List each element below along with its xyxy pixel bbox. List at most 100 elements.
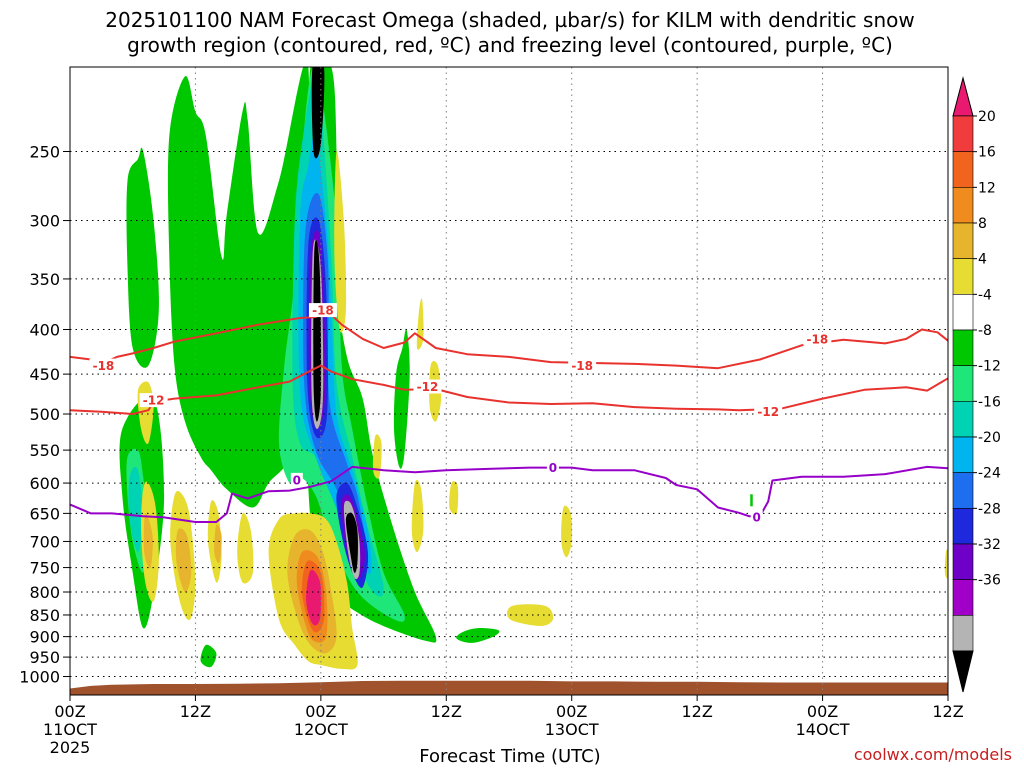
colorbar-label-11: -28: [978, 501, 1001, 517]
grid-lines: [70, 67, 948, 695]
contour-label-dgz_top_-18C-3: -18: [807, 332, 829, 346]
x-tick-label-24-1: 12OCT: [294, 720, 348, 739]
omega-region-40: [143, 513, 153, 569]
chart-title-line-1: 2025101100 NAM Forecast Omega (shaded, µ…: [105, 8, 914, 32]
colorbar-label-5: -4: [978, 287, 992, 303]
contour-label-dgz_bottom_-12C-2: -12: [757, 405, 779, 419]
x-tick-label-48-1: 13OCT: [545, 720, 599, 739]
y-tick-label-350: 350: [29, 270, 60, 289]
colorbar-segment-10: [952, 472, 974, 509]
contour-label-bg: [89, 358, 118, 373]
colorbar-label-10: -24: [978, 466, 1001, 482]
omega-region-5: [456, 628, 500, 643]
x-tick-label-36-0: 12Z: [431, 702, 462, 721]
contour-freezing_level_0C: [70, 465, 948, 523]
temperature-contours: -18 -18 -18 -18 -12 -12 -12 0 0 0: [70, 303, 948, 524]
contour-label-freezing_level_0C-2: 0: [753, 510, 761, 524]
colorbar-segment-4: [952, 258, 974, 295]
contour-label-freezing_level_0C-1: 0: [549, 461, 557, 475]
colorbar-label-4: 4: [978, 252, 987, 268]
contour-label-bg: [754, 404, 783, 419]
terrain-area: [70, 680, 948, 695]
omega-region-36: [944, 549, 948, 579]
colorbar-segment-2: [952, 187, 974, 224]
credit-text: coolwx.com/models: [854, 745, 1012, 764]
contour-label-bg: [139, 393, 168, 408]
omega-region-43: [306, 569, 322, 626]
omega-region-20: [345, 512, 358, 573]
omega-region-29: [416, 298, 424, 350]
colorbar-segment-13: [952, 579, 974, 616]
terrain-fill: [70, 680, 948, 695]
y-tick-label-900: 900: [29, 628, 60, 647]
colorbar-label-7: -12: [978, 359, 1001, 375]
y-tick-label-950: 950: [29, 648, 60, 667]
plot-area: -18 -18 -18 -18 -12 -12 -12 0 0 0: [70, 67, 948, 695]
omega-region-37: [175, 528, 192, 593]
y-tick-label-450: 450: [29, 365, 60, 384]
y-tick-label-300: 300: [29, 212, 60, 231]
y-tick-label-800: 800: [29, 583, 60, 602]
omega-region-28: [334, 150, 347, 333]
contour-label-bg: [413, 379, 442, 394]
y-tick-label-650: 650: [29, 504, 60, 523]
colorbar-label-2: 12: [978, 180, 996, 196]
colorbar-segment-6: [952, 329, 974, 366]
omega-region-9: [128, 466, 144, 553]
contour-label-bg: [750, 509, 763, 524]
x-axis-label: Forecast Time (UTC): [419, 746, 600, 767]
colorbar-label-13: -36: [978, 573, 1001, 589]
contour-label-freezing_level_0C-0: 0: [293, 473, 301, 487]
colorbar-label-3: 8: [978, 216, 987, 232]
contour-label-dgz_bottom_-12C-0: -12: [143, 394, 165, 408]
contour-label-dgz_bottom_-12C-1: -12: [417, 380, 439, 394]
x-tick-label-24-0: 00Z: [305, 702, 336, 721]
y-tick-label-750: 750: [29, 559, 60, 578]
contour-label-dgz_top_-18C-0: -18: [93, 359, 115, 373]
y-axis: 250 300 350 400 450 500 550 600 650 700 750 800 850 9…: [19, 143, 70, 687]
y-tick-label-400: 400: [29, 321, 60, 340]
omega-region-38: [214, 524, 222, 564]
x-tick-label-72-0: 00Z: [807, 702, 838, 721]
omega-shading: [119, 67, 948, 670]
colorbar-segment-1: [952, 151, 974, 188]
omega-region-31: [372, 434, 382, 479]
colorbar-segment-0: [952, 115, 974, 152]
x-tick-label-72-1: 14OCT: [796, 720, 850, 739]
colorbar-label-0: 20: [978, 109, 996, 125]
y-tick-label-550: 550: [29, 441, 60, 460]
colorbar-segment-12: [952, 543, 974, 580]
colorbar: 20 16 12 8 4 -4 -8 -12 -16 -20 -24 -28 -32 -36: [952, 76, 1001, 693]
x-tick-label-0-2: 2025: [50, 738, 91, 757]
x-tick-label-0-0: 00Z: [54, 702, 85, 721]
colorbar-label-1: 16: [978, 145, 996, 161]
colorbar-bottom-arrow: [952, 650, 974, 693]
colorbar-segment-7: [952, 365, 974, 402]
y-tick-label-500: 500: [29, 405, 60, 424]
x-tick-label-60-0: 12Z: [681, 702, 712, 721]
contour-label-bg: [568, 358, 597, 373]
x-tick-label-12-0: 12Z: [180, 702, 211, 721]
y-tick-label-600: 600: [29, 474, 60, 493]
omega-region-1: [126, 147, 159, 368]
y-tick-label-850: 850: [29, 606, 60, 625]
colorbar-segment-5: [952, 294, 974, 331]
y-tick-label-250: 250: [29, 143, 60, 162]
colorbar-segment-3: [952, 222, 974, 259]
omega-region-32: [411, 479, 424, 553]
contour-label-bg: [290, 472, 303, 487]
omega-region-19: [313, 240, 322, 422]
chart-title-line-2: growth region (contoured, red, ºC) and f…: [127, 33, 893, 57]
y-tick-label-1000: 1000: [19, 668, 60, 687]
omega-region-33: [449, 481, 459, 515]
omega-region-25: [237, 512, 254, 584]
colorbar-label-12: -32: [978, 537, 1001, 553]
x-tick-label-0-1: 11OCT: [43, 720, 97, 739]
contour-label-bg: [803, 331, 832, 346]
colorbar-label-6: -8: [978, 323, 992, 339]
omega-region-35: [506, 604, 554, 626]
contour-label-bg: [546, 460, 559, 475]
colorbar-top-arrow: [952, 76, 974, 117]
